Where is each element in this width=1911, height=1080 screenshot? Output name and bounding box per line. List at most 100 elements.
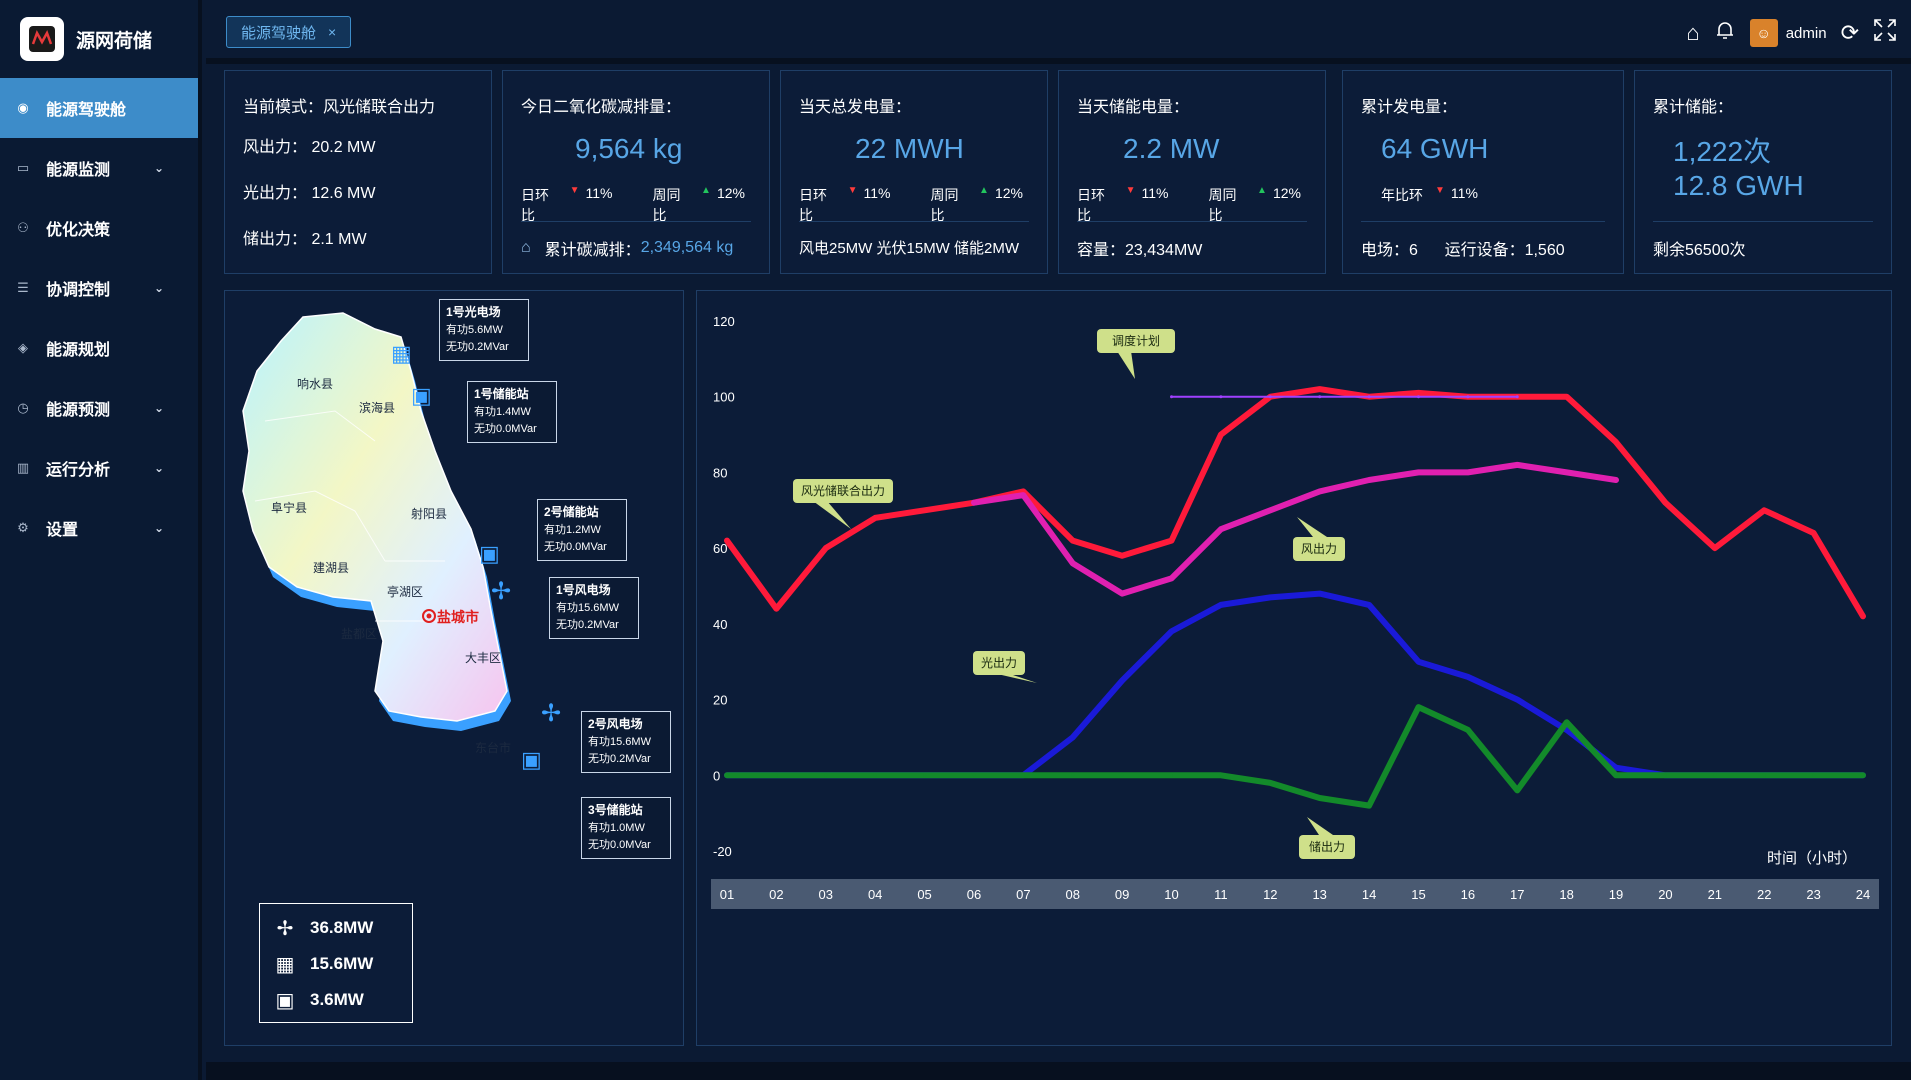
data-point[interactable] [1071, 539, 1075, 543]
battery-icon[interactable]: ▣ [411, 383, 432, 408]
data-point[interactable] [1416, 470, 1420, 474]
data-point[interactable] [1565, 470, 1569, 474]
station-card[interactable]: 3号储能站 有功1.0MW 无功0.0MVar [581, 797, 671, 859]
data-point[interactable] [1367, 478, 1371, 482]
data-point[interactable] [1713, 546, 1717, 550]
solar-panel-icon[interactable]: ▦ [391, 341, 412, 366]
data-point[interactable] [1318, 592, 1322, 596]
fullscreen-icon[interactable] [1873, 18, 1897, 48]
sidebar-item[interactable]: ◈ 能源规划 [0, 318, 198, 378]
data-point[interactable] [1120, 592, 1124, 596]
data-point[interactable] [1466, 675, 1470, 679]
data-point[interactable] [1466, 728, 1470, 732]
data-point[interactable] [1614, 478, 1618, 482]
battery-icon[interactable]: ▣ [521, 747, 542, 772]
data-point[interactable] [1318, 395, 1322, 399]
chevron-down-icon[interactable]: ⌄ [153, 161, 164, 175]
station-card[interactable]: 1号风电场 有功15.6MW 无功0.2MVar [549, 577, 639, 639]
station-card[interactable]: 2号风电场 有功15.6MW 无功0.2MVar [581, 711, 671, 773]
data-point[interactable] [1515, 698, 1519, 702]
station-card[interactable]: 2号储能站 有功1.2MW 无功0.0MVar [537, 499, 627, 561]
avatar[interactable]: ☺ [1749, 19, 1778, 47]
data-point[interactable] [1762, 773, 1766, 777]
data-point[interactable] [1515, 463, 1519, 467]
data-point[interactable] [1268, 595, 1272, 599]
chevron-down-icon[interactable]: ⌄ [153, 461, 164, 475]
data-point[interactable] [1170, 773, 1174, 777]
data-point[interactable] [1416, 705, 1420, 709]
data-point[interactable] [1071, 735, 1075, 739]
data-point[interactable] [1515, 788, 1519, 792]
data-point[interactable] [1120, 773, 1124, 777]
data-point[interactable] [1219, 395, 1223, 399]
data-point[interactable] [1663, 501, 1667, 505]
data-point[interactable] [1219, 773, 1223, 777]
data-point[interactable] [972, 501, 976, 505]
data-point[interactable] [1861, 614, 1865, 618]
series-line[interactable] [724, 590, 1866, 779]
data-point[interactable] [873, 516, 877, 520]
data-point[interactable] [1071, 561, 1075, 565]
data-point[interactable] [1416, 391, 1420, 395]
sidebar-item[interactable]: ▭ 能源监测 ⌄ [0, 138, 198, 198]
data-point[interactable] [1071, 773, 1075, 777]
data-point[interactable] [1318, 387, 1322, 391]
wind-turbine-icon[interactable]: ✢ [491, 578, 512, 605]
chevron-down-icon[interactable]: ⌄ [153, 521, 164, 535]
data-point[interactable] [1219, 603, 1223, 607]
data-point[interactable] [923, 773, 927, 777]
sidebar-item[interactable]: ☰ 协调控制 ⌄ [0, 258, 198, 318]
data-point[interactable] [1268, 395, 1272, 399]
data-point[interactable] [1268, 508, 1272, 512]
sidebar-item[interactable]: ⚇ 优化决策 [0, 198, 198, 258]
series-line[interactable] [724, 704, 1866, 809]
data-point[interactable] [1367, 603, 1371, 607]
data-point[interactable] [1713, 773, 1717, 777]
data-point[interactable] [1170, 539, 1174, 543]
tab-cockpit[interactable]: 能源驾驶舱 × [226, 16, 352, 48]
data-point[interactable] [1812, 773, 1816, 777]
data-point[interactable] [1170, 576, 1174, 580]
data-point[interactable] [1614, 766, 1618, 770]
series-line[interactable] [971, 461, 1619, 597]
data-point[interactable] [1170, 629, 1174, 633]
data-point[interactable] [1021, 493, 1025, 497]
data-point[interactable] [1565, 720, 1569, 724]
data-point[interactable] [824, 773, 828, 777]
data-point[interactable] [1318, 489, 1322, 493]
bell-icon[interactable] [1714, 19, 1736, 47]
data-point[interactable] [824, 546, 828, 550]
sidebar-item[interactable]: ◷ 能源预测 ⌄ [0, 378, 198, 438]
sidebar-item[interactable]: ▥ 运行分析 ⌄ [0, 438, 198, 498]
data-point[interactable] [1861, 773, 1865, 777]
data-point[interactable] [1515, 395, 1519, 399]
data-point[interactable] [1762, 508, 1766, 512]
data-point[interactable] [1565, 728, 1569, 732]
home-icon[interactable]: ⌂ [1686, 20, 1700, 45]
data-point[interactable] [923, 508, 927, 512]
data-point[interactable] [1812, 531, 1816, 535]
data-point[interactable] [1219, 433, 1223, 437]
sidebar-item[interactable]: ⚙ 设置 ⌄ [0, 498, 198, 558]
data-point[interactable] [774, 607, 778, 611]
data-point[interactable] [1268, 781, 1272, 785]
sidebar-item[interactable]: ◉ 能源驾驶舱 [0, 78, 198, 138]
user-name[interactable]: admin [1785, 24, 1827, 42]
power-chart[interactable]: 120 100 80 60 40 20 0 -20 01 02 03 04 05 06 07 08 09 10 11… [697, 291, 1893, 1047]
data-point[interactable] [725, 539, 729, 543]
data-point[interactable] [972, 773, 976, 777]
data-point[interactable] [1367, 804, 1371, 808]
data-point[interactable] [1416, 395, 1420, 399]
data-point[interactable] [1367, 395, 1371, 399]
data-point[interactable] [1318, 796, 1322, 800]
region-map[interactable] [225, 291, 685, 851]
battery-icon[interactable]: ▣ [479, 541, 500, 566]
data-point[interactable] [1120, 679, 1124, 683]
data-point[interactable] [1120, 554, 1124, 558]
data-point[interactable] [1021, 773, 1025, 777]
data-point[interactable] [1170, 395, 1174, 399]
data-point[interactable] [1219, 527, 1223, 531]
close-icon[interactable]: × [328, 24, 337, 40]
data-point[interactable] [873, 773, 877, 777]
wind-turbine-icon[interactable]: ✢ [541, 700, 562, 727]
